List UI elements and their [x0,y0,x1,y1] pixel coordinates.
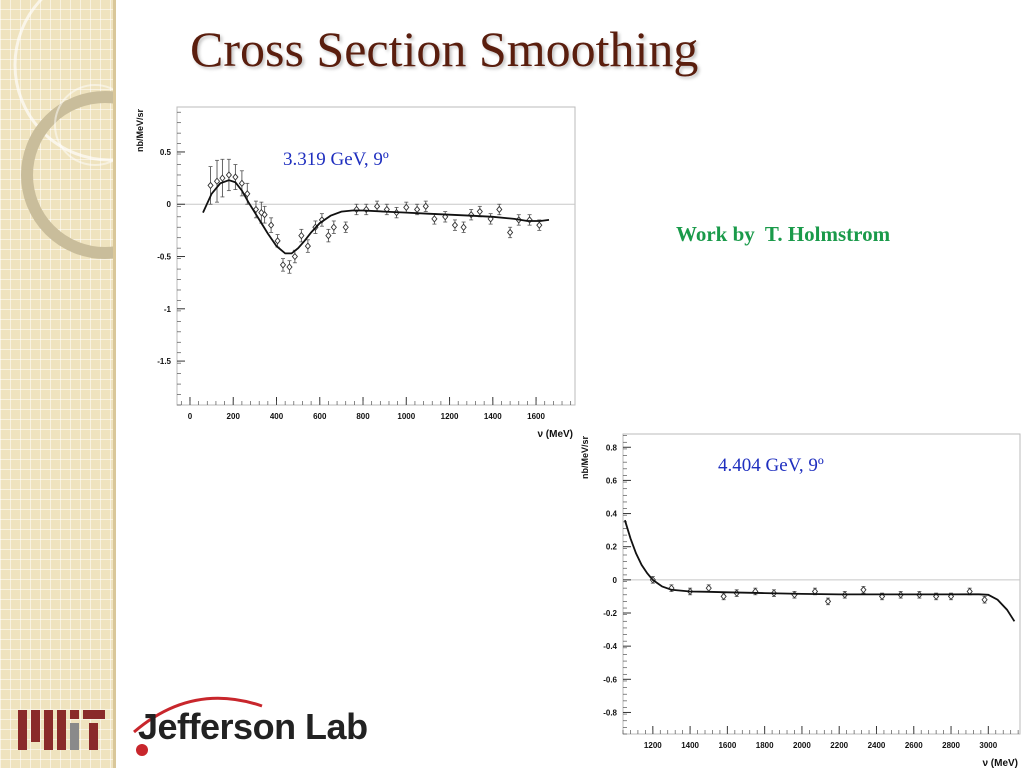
y-axis-label: nb/MeV/sr [135,109,145,153]
data-point [476,207,483,216]
x-tick-label: 800 [356,412,370,421]
ring-small [54,84,116,166]
ring-large [13,0,116,162]
chart-annotation: 3.319 GeV, 9º [283,149,389,170]
data-point [824,597,832,606]
x-tick-label: 1200 [441,412,459,421]
data-point [279,261,287,269]
y-tick-label: -1 [164,305,172,314]
x-axis-label: ν (MeV) [982,758,1018,768]
fit-curve [202,179,550,255]
data-point [304,242,311,250]
y-tick-label: -0.8 [603,708,617,717]
sidebar-edge [113,0,116,768]
jefferson-lab-swoosh-icon [133,696,263,756]
y-tick-label: 0 [167,200,172,209]
sidebar-decoration [0,0,116,768]
data-point [442,213,449,221]
x-axis-label: ν (MeV) [537,429,573,440]
data-point [860,586,867,594]
data-point [291,252,298,261]
data-point [720,592,727,601]
x-tick-label: 1600 [718,741,736,750]
data-point [507,228,514,237]
data-point [342,223,349,231]
y-tick-label: -0.4 [603,642,617,651]
data-point [258,208,265,217]
x-tick-label: 0 [188,412,193,421]
data-point [668,584,675,592]
x-tick-label: 1400 [681,741,699,750]
data-point [460,223,467,231]
x-tick-label: 2000 [793,741,811,750]
data-point [431,215,438,223]
data-point [298,231,305,240]
x-tick-label: 1000 [397,412,415,421]
chart-annotation: 4.404 GeV, 9º [718,455,824,476]
data-point [232,173,239,181]
data-point [261,210,268,219]
y-tick-label: 0.2 [606,543,618,552]
slide-title: Cross Section Smoothing [190,21,699,77]
data-point [496,205,503,214]
x-tick-label: 1600 [527,412,545,421]
data-point [286,263,293,271]
mit-logo-icon [18,710,105,750]
x-tick-label: 2400 [868,741,886,750]
x-tick-label: 3000 [979,741,997,750]
data-point [207,181,214,190]
fit-curve [624,519,1016,622]
x-tick-label: 200 [227,412,241,421]
x-tick-label: 600 [313,412,327,421]
y-tick-label: -0.5 [157,253,171,262]
data-point [244,190,251,198]
y-tick-label: 0.6 [606,476,618,485]
y-tick-label: -0.2 [603,609,617,618]
y-tick-label: 0.5 [160,148,172,157]
credit-text: Work by T. Holmstrom [676,222,891,246]
ring-medium [21,91,116,259]
data-point [752,587,759,596]
x-tick-label: 400 [270,412,284,421]
data-point [330,223,337,231]
x-tick-label: 2600 [905,741,923,750]
data-point [981,596,988,604]
data-point [225,171,232,179]
x-tick-label: 1800 [756,741,774,750]
x-tick-label: 2200 [830,741,848,750]
y-tick-label: -0.6 [603,675,617,684]
y-tick-label: 0.8 [606,443,618,452]
plot-frame [176,106,576,406]
data-point [451,221,459,229]
x-tick-label: 1400 [484,412,502,421]
plot-frame [622,433,1021,735]
data-point [422,202,429,211]
chart-3319: 0.5 0 -0.5 -1 -1.5 0 200 400 600 800 1000 1200 1400 1… [135,106,576,440]
data-point [213,177,221,185]
data-point [219,174,226,182]
x-tick-label: 1200 [644,741,662,750]
chart-4404: 0.8 0.6 0.4 0.2 0 -0.2 -0.4 -0.6 -0.8 1200 1400 160… [580,433,1021,768]
y-tick-label: 0 [613,576,618,585]
jefferson-lab-logo-text: Jefferson Lab [138,706,368,747]
y-axis-label: nb/MeV/sr [580,436,590,480]
data-point [325,231,332,240]
data-point [536,221,543,229]
data-point [274,237,281,245]
y-tick-label: 0.4 [606,510,618,519]
data-point [268,221,275,229]
x-tick-label: 2800 [942,741,960,750]
y-tick-label: -1.5 [157,357,171,366]
decorative-rings [13,0,116,259]
data-point [403,203,410,212]
data-point [373,202,381,211]
data-point [238,179,245,188]
